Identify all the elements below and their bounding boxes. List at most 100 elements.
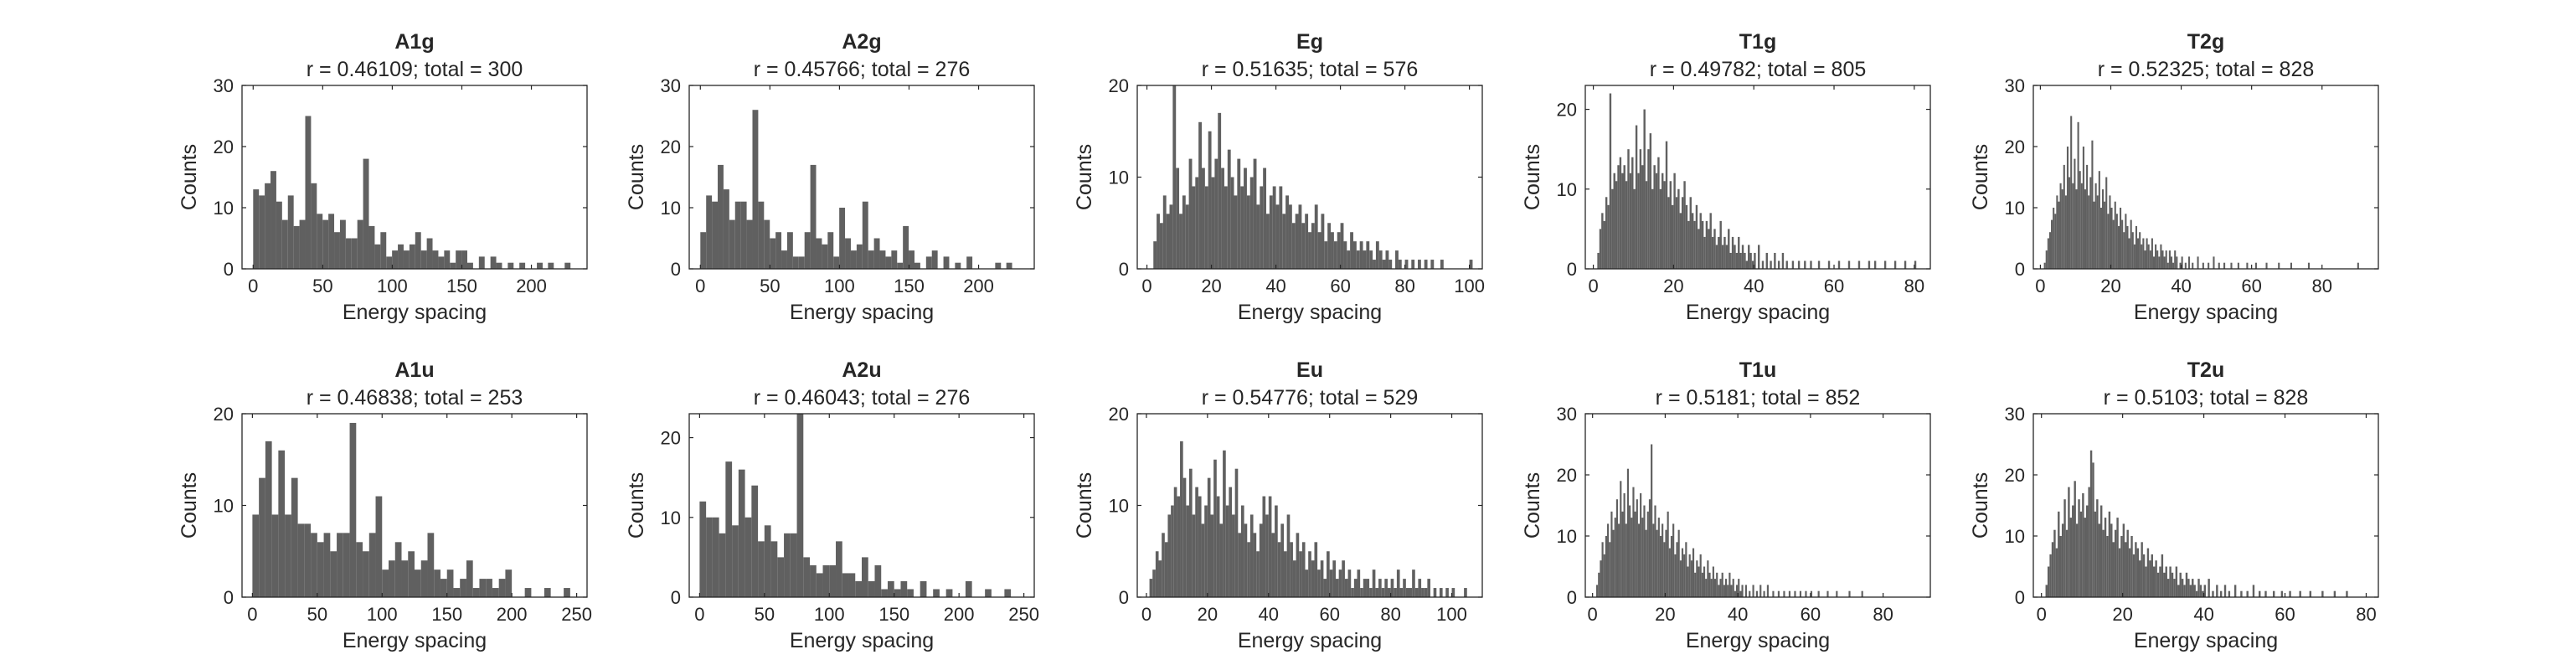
histogram-bar <box>1260 186 1264 269</box>
histogram-bar <box>2160 244 2162 269</box>
y-tick-label: 10 <box>1109 168 1129 188</box>
histogram-bar <box>2161 554 2164 597</box>
histogram-bar <box>2084 518 2087 597</box>
histogram-bar <box>453 588 461 597</box>
histogram-bar <box>827 232 834 269</box>
histogram-bar <box>842 573 849 597</box>
histogram-bar <box>706 517 713 597</box>
histogram-bar <box>270 171 276 269</box>
histogram-bar <box>1157 214 1160 269</box>
histogram-bar <box>420 560 428 597</box>
histogram-bar <box>1224 186 1228 269</box>
histogram-bar <box>1685 204 1688 269</box>
histogram-bar <box>1672 523 1675 597</box>
histogram-bar <box>1451 588 1455 597</box>
histogram-bar <box>1633 188 1636 269</box>
histogram-bar <box>1629 173 1632 269</box>
histogram-bar <box>1253 533 1257 597</box>
histogram-bar <box>2126 529 2129 597</box>
histogram-bar <box>1763 590 1765 597</box>
histogram-bar <box>1707 560 1709 597</box>
histogram-bar <box>1234 195 1238 269</box>
histogram-bar <box>2278 262 2280 269</box>
y-tick-label: 0 <box>224 587 234 608</box>
histogram-bar <box>1249 514 1254 597</box>
histogram-bar <box>1351 588 1354 597</box>
y-axis-label: Counts <box>1521 472 1544 539</box>
histogram-bar <box>2216 585 2218 597</box>
x-tick-label: 0 <box>2035 276 2045 296</box>
histogram-bar <box>1651 444 1653 597</box>
histogram-bar <box>1394 588 1397 597</box>
y-tick-label: 0 <box>1567 587 1577 608</box>
histogram-bar <box>2122 523 2125 597</box>
y-tick-label: 0 <box>2015 587 2025 608</box>
histogram-bar <box>1445 588 1449 597</box>
histogram-bar <box>444 250 451 269</box>
histogram-bar <box>1296 533 1300 597</box>
histogram-bar <box>816 238 822 269</box>
histogram-bar <box>1677 188 1680 269</box>
histogram-bar <box>2077 121 2079 269</box>
histogram-bar <box>798 256 805 269</box>
histogram-bar <box>1639 149 1642 269</box>
histogram-bar <box>1299 551 1302 597</box>
histogram-bar <box>339 219 346 269</box>
histogram-bar <box>1352 241 1357 269</box>
panel-a1u: 0 50 100 150 200 250 0 10 20 A1u r = 0.46838; tota… <box>178 358 592 652</box>
bars <box>1596 444 1863 597</box>
x-tick-label: 250 <box>561 604 592 625</box>
histogram-bar <box>1635 125 1638 269</box>
histogram-bar <box>1162 533 1165 597</box>
x-axis-label: Energy spacing <box>2134 301 2278 324</box>
histogram-bar <box>2179 262 2182 269</box>
histogram-bar <box>2152 566 2156 597</box>
histogram-bar <box>839 208 846 269</box>
histogram-bar <box>2189 585 2192 597</box>
histogram-bar <box>1246 195 1250 269</box>
histogram-bar <box>1256 204 1260 269</box>
panel-title: A2g <box>842 30 881 54</box>
x-tick-label: 80 <box>1380 604 1400 625</box>
histogram-bar <box>1653 165 1656 269</box>
histogram-bar <box>311 533 317 597</box>
histogram-bar <box>1783 590 1785 597</box>
histogram-bar <box>1311 223 1315 269</box>
histogram-bar <box>1256 551 1260 597</box>
x-tick-label: 40 <box>2193 604 2213 625</box>
x-tick-label: 50 <box>307 604 327 625</box>
histogram-bar <box>1398 260 1402 269</box>
histogram-bar <box>2112 542 2115 597</box>
histogram-bar <box>1791 260 1795 269</box>
panel-subtitle: r = 0.46043; total = 276 <box>754 386 971 410</box>
histogram-bar <box>2051 219 2053 269</box>
histogram-bar <box>836 541 842 597</box>
histogram-bar <box>873 238 880 269</box>
histogram-bar <box>2043 262 2046 269</box>
histogram-bar <box>2146 238 2148 269</box>
histogram-bar <box>1244 523 1248 597</box>
histogram-bar <box>1754 252 1756 269</box>
histogram-bar <box>2172 262 2175 269</box>
x-tick-label: 0 <box>248 276 258 296</box>
histogram-bar <box>2197 256 2199 269</box>
histogram-bar <box>1321 214 1325 269</box>
x-tick-label: 50 <box>755 604 775 625</box>
histogram-bar <box>1188 158 1193 269</box>
histogram-bar <box>2075 189 2078 269</box>
histogram-bar <box>392 250 399 269</box>
histogram-bar <box>2099 505 2103 597</box>
histogram-bar <box>1421 588 1425 597</box>
histogram-bar <box>1749 252 1752 269</box>
histogram-bar <box>881 589 888 597</box>
histogram-bar <box>1676 542 1678 597</box>
x-tick-label: 40 <box>1259 604 1279 625</box>
histogram-bar <box>2135 542 2137 597</box>
histogram-bar <box>1314 542 1318 597</box>
y-tick-label: 10 <box>1557 179 1577 200</box>
histogram-bar <box>1679 560 1682 597</box>
histogram-bar <box>1799 590 1802 597</box>
histogram-bar <box>2082 492 2084 597</box>
histogram-bar <box>2155 560 2157 597</box>
histogram-bar <box>933 589 940 597</box>
